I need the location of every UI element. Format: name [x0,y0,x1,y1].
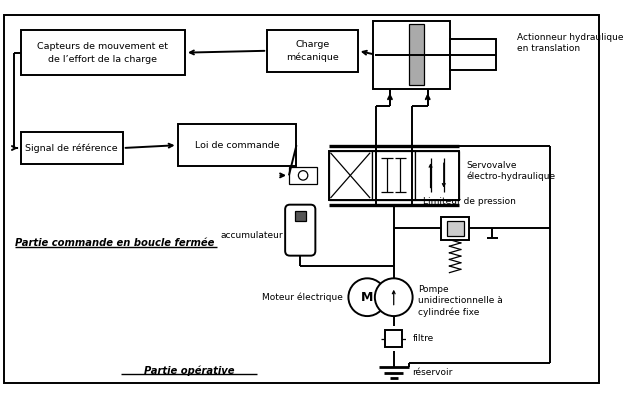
Bar [329,151,372,200]
Circle shape [299,171,308,180]
Text: Partie commande en boucle fermée: Partie commande en boucle fermée [15,238,214,248]
Circle shape [375,278,413,316]
Text: cylindrée fixe: cylindrée fixe [419,308,480,317]
Text: en translation: en translation [517,44,581,53]
Bar [450,39,496,70]
Text: Capteurs de mouvement et: Capteurs de mouvement et [38,41,168,51]
Text: Loi de commande: Loi de commande [195,140,279,150]
Text: unidirectionnelle à: unidirectionnelle à [419,297,503,306]
Bar [295,211,306,221]
Bar [289,167,317,184]
Bar [415,151,459,200]
Bar [329,151,459,200]
Text: Partie opérative: Partie opérative [144,365,234,376]
Bar [447,221,464,236]
Text: Servovalve: Servovalve [466,160,517,170]
Text: Signal de référence: Signal de référence [26,143,118,153]
Text: Limiteur de pression: Limiteur de pression [423,197,516,206]
Text: filtre: filtre [413,334,434,343]
FancyBboxPatch shape [285,205,315,256]
Bar [10,19,313,228]
Text: électro-hydraulique: électro-hydraulique [466,172,556,181]
Bar [267,30,358,72]
Text: Moteur électrique: Moteur électrique [262,293,343,302]
Bar [441,217,470,240]
Text: accumulateur: accumulateur [221,231,283,240]
Text: M: M [361,291,373,304]
Text: mécanique: mécanique [286,53,339,62]
Text: réservoir: réservoir [413,368,453,377]
Bar [431,209,503,283]
FancyBboxPatch shape [285,205,315,235]
Bar [409,24,424,85]
Text: Actionneur hydraulique: Actionneur hydraulique [517,33,624,42]
Bar [21,132,122,164]
Circle shape [348,278,386,316]
Bar [21,30,185,75]
Text: Pompe: Pompe [419,285,449,294]
Bar [372,151,415,200]
Text: Charge: Charge [295,40,330,49]
Text: de l’effort de la charge: de l’effort de la charge [48,55,158,64]
Bar [177,125,297,166]
Bar [373,21,450,88]
